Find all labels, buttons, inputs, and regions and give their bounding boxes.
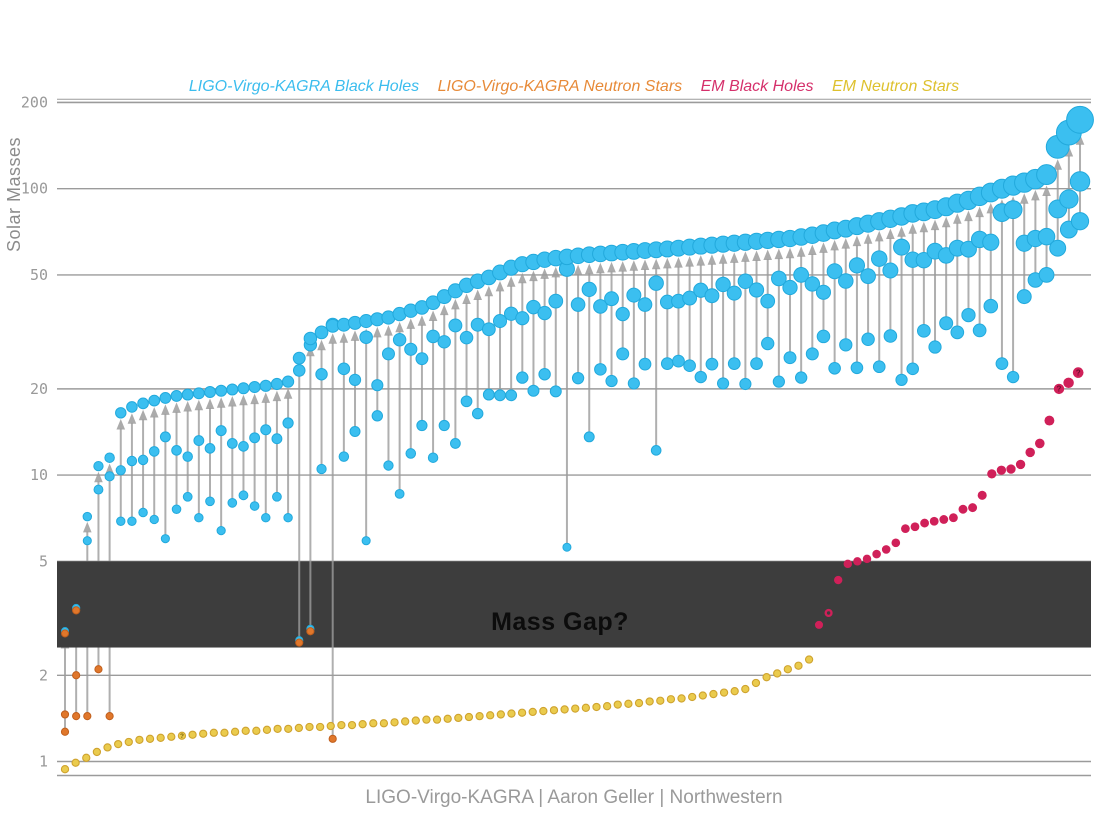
legend-item-lvk-neutron-stars: LIGO-Virgo-KAGRA Neutron Stars bbox=[437, 78, 683, 95]
y-tick-label: 10 bbox=[30, 466, 48, 484]
uncertain-question-mark: ? bbox=[1076, 368, 1081, 377]
y-tick-label: 100 bbox=[21, 180, 48, 198]
y-tick-label: 50 bbox=[30, 266, 48, 284]
y-axis-title: Solar Masses bbox=[4, 136, 24, 252]
y-tick-label: 1 bbox=[39, 753, 48, 771]
uncertain-question-mark: ? bbox=[1057, 385, 1062, 394]
mass-gap-band bbox=[57, 561, 1091, 648]
credit-caption: LIGO-Virgo-KAGRA | Aaron Geller | Northw… bbox=[365, 787, 783, 808]
merger-connectors-over-band bbox=[294, 333, 337, 739]
legend-item-em-black-holes: EM Black Holes bbox=[700, 78, 814, 95]
merger-connectors bbox=[60, 134, 1085, 732]
merger-mass-dots bbox=[60, 105, 1094, 743]
y-tick-label: 2 bbox=[39, 666, 48, 684]
chart-legend: LIGO-Virgo-KAGRA Black Holes LIGO-Virgo-… bbox=[57, 78, 1091, 96]
legend-item-lvk-black-holes: LIGO-Virgo-KAGRA Black Holes bbox=[188, 78, 420, 95]
legend-item-em-neutron-stars: EM Neutron Stars bbox=[831, 78, 960, 95]
gridlines: 1 2 5 10 20 50 100 200 bbox=[21, 93, 1091, 777]
y-tick-label: 5 bbox=[39, 552, 48, 570]
mass-gap-label: Mass Gap? bbox=[491, 608, 629, 636]
uncertain-question-mark: ? bbox=[180, 733, 184, 740]
em-black-hole-dots: ?? bbox=[814, 367, 1084, 629]
y-tick-label: 200 bbox=[21, 93, 48, 111]
y-tick-label: 20 bbox=[30, 380, 48, 398]
em-neutron-star-dots: ? bbox=[60, 655, 814, 774]
